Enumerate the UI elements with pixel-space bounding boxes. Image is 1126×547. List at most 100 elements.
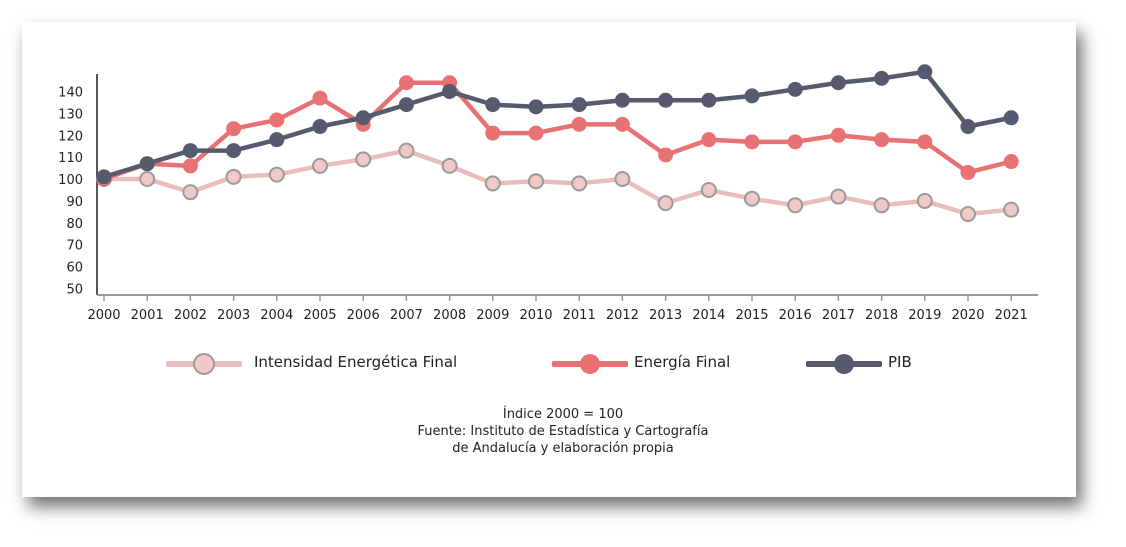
data-point-series-0 (614, 171, 631, 188)
data-point-series-2 (960, 119, 976, 135)
data-point-series-1 (830, 127, 846, 143)
line-chart: 2000 2001 2002 2003 2004 2005 2006 2007 2008 2009… (58, 64, 1038, 323)
data-point-series-2 (701, 92, 717, 108)
data-point-series-0 (268, 166, 285, 183)
data-point-series-1 (182, 158, 198, 174)
legend-label-pib: PIB (888, 353, 912, 371)
x-tick-label: 2019 (908, 308, 941, 323)
data-point-series-0 (355, 151, 372, 168)
y-tick-label: 70 (66, 239, 83, 254)
data-point-series-2 (485, 97, 501, 113)
data-point-series-0 (700, 181, 717, 198)
data-point-series-1 (528, 125, 544, 141)
legend-label-intensidad: Intensidad Energética Final (254, 353, 458, 371)
series-line-2 (101, 69, 1014, 180)
x-tick-label: 2002 (174, 308, 207, 323)
data-point-series-0 (571, 175, 588, 192)
legend-item-pib: PIB (806, 342, 966, 386)
data-point-series-2 (96, 169, 112, 185)
y-tick-label: 130 (58, 107, 83, 122)
x-tick-label: 2018 (865, 308, 898, 323)
legend-swatch-intensidad (166, 353, 242, 375)
data-point-series-1 (874, 132, 890, 148)
x-tick-label: 2014 (692, 308, 725, 323)
data-point-series-0 (484, 175, 501, 192)
data-point-series-1 (744, 134, 760, 150)
data-point-series-1 (398, 75, 414, 91)
data-point-series-2 (182, 143, 198, 159)
data-point-series-0 (225, 168, 242, 185)
data-point-series-1 (571, 116, 587, 132)
data-point-series-0 (398, 142, 415, 159)
y-tick-label: 140 (58, 86, 83, 101)
data-point-series-2 (874, 70, 890, 86)
chart-notes: Índice 2000 = 100 Fuente: Instituto de E… (0, 406, 1126, 457)
data-point-series-2 (312, 119, 328, 135)
x-tick-label: 2017 (822, 308, 855, 323)
data-point-series-2 (571, 97, 587, 113)
legend-swatch-energia (552, 354, 628, 374)
data-point-series-1 (226, 121, 242, 137)
legend-swatch-pib (806, 354, 882, 374)
data-point-series-2 (787, 81, 803, 97)
data-point-series-2 (614, 92, 630, 108)
data-point-series-1 (701, 132, 717, 148)
data-point-series-1 (614, 116, 630, 132)
data-point-series-2 (917, 64, 933, 80)
data-point-series-1 (658, 147, 674, 163)
y-tick-label: 50 (66, 282, 83, 297)
x-tick-label: 2021 (995, 308, 1028, 323)
y-tick-label: 100 (58, 173, 83, 188)
data-point-series-2 (398, 97, 414, 113)
data-point-series-0 (441, 157, 458, 174)
source-note: Fuente: Instituto de Estadística y Carto… (417, 424, 709, 439)
data-point-series-0 (960, 206, 976, 223)
x-tick-label: 2015 (735, 308, 768, 323)
data-point-series-0 (312, 157, 328, 174)
x-tick-label: 2003 (217, 308, 250, 323)
x-tick-label: 2007 (390, 308, 423, 323)
x-tick-label: 2009 (476, 308, 509, 323)
data-point-series-1 (1003, 154, 1019, 170)
data-point-series-2 (1003, 110, 1019, 126)
legend-item-energia: Energía Final (552, 342, 772, 386)
data-point-series-1 (960, 164, 976, 180)
x-tick-label: 2020 (951, 308, 984, 323)
legend-label-energia: Energía Final (634, 353, 731, 371)
x-tick-label: 2004 (260, 308, 293, 323)
data-point-series-2 (658, 92, 674, 108)
index-note: Índice 2000 = 100 (502, 407, 624, 422)
y-tick-label: 90 (66, 195, 83, 210)
x-tick-label: 2011 (563, 308, 596, 323)
data-point-series-1 (485, 125, 501, 141)
legend: Intensidad Energética Final Energía Fina… (0, 342, 1126, 386)
x-tick-label: 2000 (87, 308, 120, 323)
data-point-series-0 (873, 197, 890, 214)
y-tick-label: 120 (58, 129, 83, 144)
data-point-series-2 (442, 84, 458, 100)
x-tick-label: 2016 (779, 308, 812, 323)
data-point-series-1 (917, 134, 933, 150)
x-tick-label: 2005 (303, 308, 336, 323)
x-tick-label: 2008 (433, 308, 466, 323)
series-line-1 (101, 80, 1014, 182)
data-point-series-0 (744, 190, 760, 207)
data-point-series-2 (139, 156, 155, 172)
y-tick-label: 80 (66, 217, 83, 232)
data-point-series-0 (657, 195, 674, 212)
series-line-0 (101, 148, 1014, 217)
y-tick-label: 110 (58, 151, 83, 166)
data-point-series-2 (528, 99, 544, 115)
x-tick-label: 2013 (649, 308, 682, 323)
data-point-series-0 (787, 197, 804, 214)
chart-card (22, 22, 1076, 497)
data-point-series-1 (269, 112, 285, 128)
x-tick-label: 2001 (131, 308, 164, 323)
data-point-series-0 (182, 184, 199, 201)
y-tick-label: 60 (66, 261, 83, 276)
data-point-series-0 (916, 192, 933, 209)
data-point-series-0 (1003, 201, 1020, 218)
x-tick-label: 2006 (347, 308, 380, 323)
data-point-series-0 (139, 171, 156, 188)
x-tick-label: 2012 (606, 308, 639, 323)
